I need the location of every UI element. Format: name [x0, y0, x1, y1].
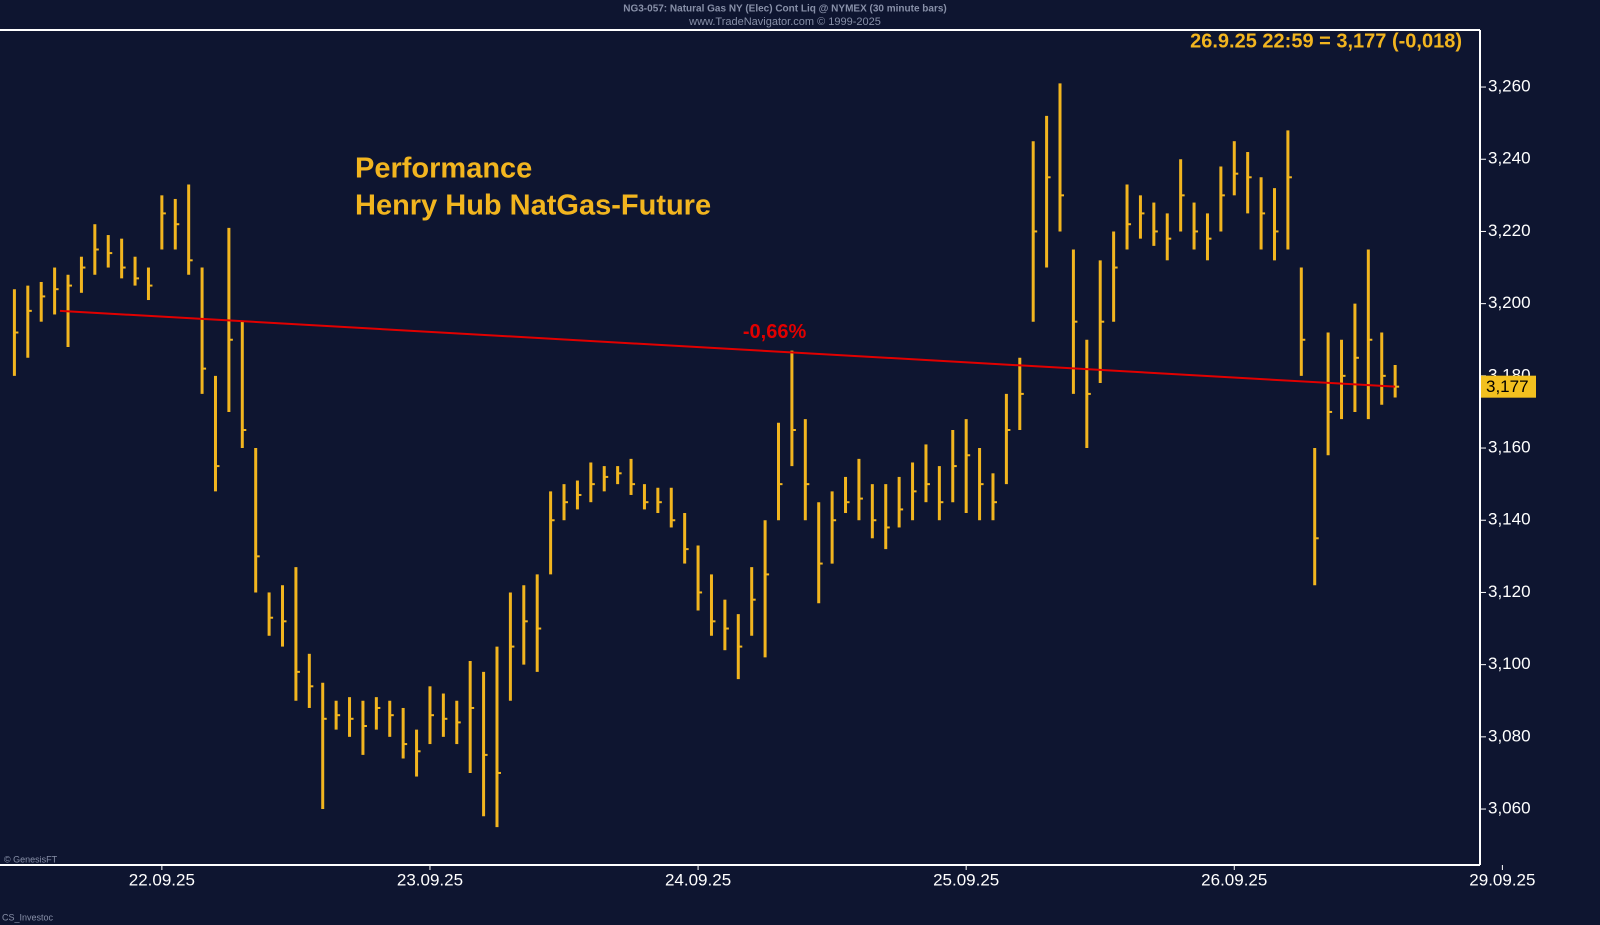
y-tick-label: 3,240 [1488, 149, 1531, 168]
last-price-label: 3,177 [1486, 377, 1529, 396]
y-tick-label: 3,100 [1488, 654, 1531, 673]
watermark: © GenesisFT [4, 854, 58, 864]
y-tick-label: 3,060 [1488, 799, 1531, 818]
y-tick-label: 3,200 [1488, 293, 1531, 312]
x-tick-label: 22.09.25 [129, 870, 195, 889]
x-tick-label: 24.09.25 [665, 870, 731, 889]
watermark: CS_Investoc [2, 912, 54, 922]
copyright-line: www.TradeNavigator.com © 1999-2025 [688, 16, 881, 28]
x-tick-label: 23.09.25 [397, 870, 463, 889]
last-price-tag [1481, 375, 1536, 398]
y-tick-label: 3,220 [1488, 221, 1531, 240]
x-tick-label: 26.09.25 [1201, 870, 1267, 889]
trend-label: -0,66% [743, 321, 807, 343]
chart-title: Performance [355, 153, 532, 185]
header-annotation: 26.9.25 22:59 = 3,177 (-0,018) [1190, 30, 1462, 52]
y-tick-label: 3,120 [1488, 582, 1531, 601]
chart-subtitle: Henry Hub NatGas-Future [355, 190, 711, 222]
x-tick-label: 29.09.25 [1469, 870, 1535, 889]
y-tick-label: 3,080 [1488, 726, 1531, 745]
x-tick-label: 25.09.25 [933, 870, 999, 889]
y-tick-label: 3,140 [1488, 510, 1531, 529]
source-line: NG3-057: Natural Gas NY (Elec) Cont Liq … [623, 4, 947, 15]
y-tick-label: 3,160 [1488, 438, 1531, 457]
trend-line [59, 309, 1396, 388]
y-tick-label: 3,260 [1488, 77, 1531, 96]
